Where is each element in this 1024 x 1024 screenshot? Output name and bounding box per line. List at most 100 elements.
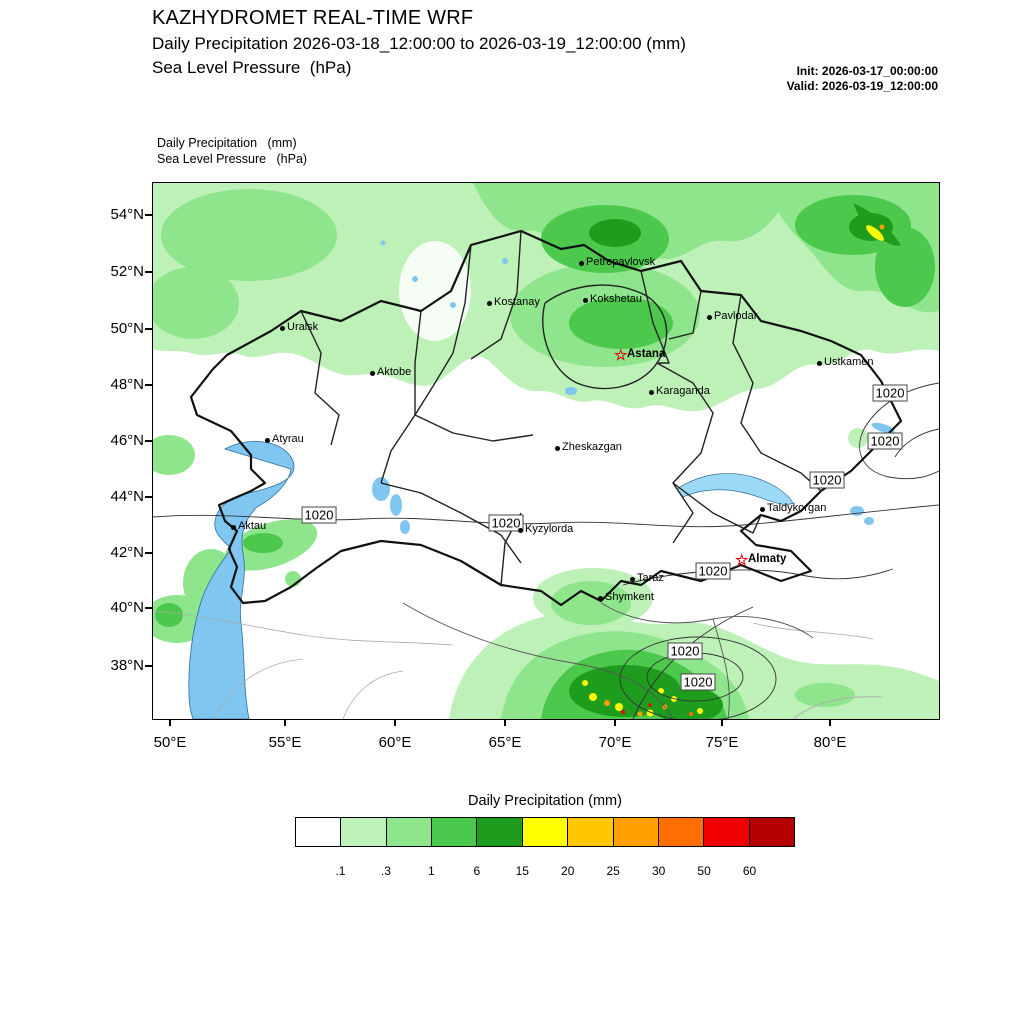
lat-tick-label: 52°N <box>110 263 144 280</box>
lat-tick-label: 38°N <box>110 657 144 674</box>
legend-color-cell <box>521 817 569 847</box>
pressure-label: 1020 <box>872 384 908 402</box>
city-label: Kyzylorda <box>525 523 574 535</box>
lat-tick-label: 40°N <box>110 599 144 616</box>
legend-ticks: .1 .3 1 6 15 20 25 30 50 60 <box>295 864 795 880</box>
lat-tick-mark <box>145 552 152 554</box>
legend-color-cell <box>657 817 705 847</box>
pressure-label: 1020 <box>867 432 903 450</box>
city-dot <box>706 314 712 320</box>
legend-tick-label: 1 <box>428 864 435 878</box>
lon-tick-label: 55°E <box>268 734 302 751</box>
city-dot <box>486 300 492 306</box>
city-label: Uralsk <box>287 321 319 333</box>
city-label: Pavlodar <box>714 310 758 322</box>
lon-tick-label: 50°E <box>153 734 187 751</box>
legend-tick-label: 15 <box>515 864 529 878</box>
city-dot <box>759 506 765 512</box>
city-dot <box>369 370 375 376</box>
legend-color-cell <box>567 817 614 847</box>
city-label: Almaty <box>748 553 787 565</box>
city-dot <box>629 576 635 582</box>
city-label: Kostanay <box>494 296 540 308</box>
city-label: Taraz <box>637 572 664 584</box>
city-label: Taldykorgan <box>767 502 827 514</box>
lon-tick-label: 65°E <box>488 734 522 751</box>
lat-tick-label: 44°N <box>110 488 144 505</box>
legend-tick-label: .1 <box>335 864 346 878</box>
city-label: Aktau <box>238 520 267 532</box>
capital-star-icon: ☆ <box>614 347 628 364</box>
lon-tick-mark <box>829 719 831 726</box>
lon-tick-label: 80°E <box>813 734 847 751</box>
legend-bar <box>295 817 795 847</box>
city-dot <box>816 360 822 366</box>
subtitle-precipitation: Daily Precipitation 2026-03-18_12:00:00 … <box>152 34 686 53</box>
legend-tick-label: 25 <box>606 864 620 878</box>
legend-color-cell <box>295 817 342 847</box>
lon-tick-label: 75°E <box>705 734 739 751</box>
legend-tick-label: 6 <box>473 864 481 878</box>
lon-tick-label: 60°E <box>378 734 412 751</box>
legend-color-cell <box>703 817 750 847</box>
legend-color-cell <box>431 817 478 847</box>
lat-tick-mark <box>145 607 152 609</box>
valid-time: Valid: 2026-03-19_12:00:00 <box>786 79 938 93</box>
city-dot <box>597 595 603 601</box>
city-label: Zheskazgan <box>562 441 622 453</box>
legend-color-cell <box>385 817 433 847</box>
lat-tick-mark <box>145 440 152 442</box>
legend-tick-label: 50 <box>697 864 711 878</box>
city-label: Aktobe <box>377 366 412 378</box>
subtitle-pressure: Sea Level Pressure (hPa) <box>152 58 352 77</box>
pressure-label: 1020 <box>809 471 845 489</box>
lat-tick-mark <box>145 271 152 273</box>
city-label: Astana <box>627 348 666 360</box>
city-dot <box>554 445 560 451</box>
city-label: Shymkent <box>605 591 654 603</box>
map-layer-label-precip: Daily Precipitation (mm) <box>157 136 297 150</box>
lon-tick-mark <box>169 719 171 726</box>
lat-tick-label: 48°N <box>110 376 144 393</box>
pressure-label: 1020 <box>667 642 703 660</box>
city-label: Petropavlovsk <box>586 256 656 268</box>
legend-tick-label: 30 <box>651 864 666 878</box>
pressure-label: 1020 <box>488 514 524 532</box>
lat-tick-label: 54°N <box>110 206 144 223</box>
lat-tick-mark <box>145 665 152 667</box>
city-dot <box>279 325 285 331</box>
lat-tick-mark <box>145 328 152 330</box>
lat-tick-mark <box>145 384 152 386</box>
lon-tick-mark <box>721 719 723 726</box>
city-label: Kokshetau <box>590 293 642 305</box>
city-label: Ustkamen <box>824 356 874 368</box>
pressure-label: 1020 <box>301 506 337 524</box>
lat-tick-label: 42°N <box>110 544 144 561</box>
city-dot <box>582 297 588 303</box>
pressure-label: 1020 <box>695 562 731 580</box>
city-dot <box>648 389 654 395</box>
legend-color-cell <box>476 817 523 847</box>
legend-color-cell <box>612 817 659 847</box>
map-area: Petropavlovsk Kostanay Kokshetau Pavlodar Ur… <box>152 182 940 720</box>
city-dot <box>264 437 270 443</box>
legend-color-cell <box>748 817 795 847</box>
legend-tick-label: .3 <box>380 864 391 878</box>
city-dot <box>517 527 523 533</box>
legend-tick-label: 20 <box>561 864 575 878</box>
lon-tick-mark <box>504 719 506 726</box>
capital-star-icon: ☆ <box>735 552 749 569</box>
map-layer-label-pressure: Sea Level Pressure (hPa) <box>157 152 308 166</box>
lat-tick-label: 46°N <box>110 432 144 449</box>
city-dot <box>230 524 236 530</box>
pressure-label: 1020 <box>680 673 716 691</box>
lat-tick-label: 50°N <box>110 320 144 337</box>
lon-tick-label: 70°E <box>598 734 632 751</box>
page-title: KAZHYDROMET REAL-TIME WRF <box>152 7 474 29</box>
lat-tick-mark <box>145 496 152 498</box>
lon-tick-mark <box>394 719 396 726</box>
city-label: Karaganda <box>656 385 710 397</box>
map-graphic <box>153 183 939 719</box>
lon-tick-mark <box>614 719 616 726</box>
